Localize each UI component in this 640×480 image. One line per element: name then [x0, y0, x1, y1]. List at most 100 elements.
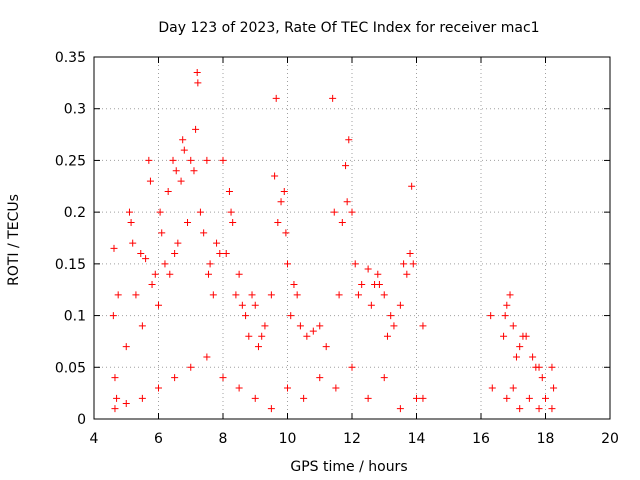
data-point — [145, 156, 153, 164]
data-point — [122, 399, 130, 407]
chart-title: Day 123 of 2023, Rate Of TEC Index for r… — [158, 20, 539, 36]
data-point — [206, 260, 214, 268]
data-point — [235, 384, 243, 392]
data-point — [251, 301, 259, 309]
data-point — [512, 353, 520, 361]
data-point — [529, 353, 537, 361]
data-point — [396, 301, 404, 309]
data-point — [194, 79, 202, 87]
data-point — [351, 260, 359, 268]
data-point — [187, 363, 195, 371]
data-point — [166, 270, 174, 278]
data-point — [380, 291, 388, 299]
y-tick-label: 0.05 — [55, 360, 86, 376]
data-point — [277, 198, 285, 206]
data-point — [203, 156, 211, 164]
x-tick-label: 18 — [537, 431, 555, 447]
y-tick-label: 0 — [77, 412, 86, 428]
data-point — [501, 312, 509, 320]
x-tick-label: 8 — [219, 431, 228, 447]
data-point — [335, 291, 343, 299]
data-point — [332, 384, 340, 392]
data-point — [550, 384, 558, 392]
x-tick-label: 16 — [472, 431, 490, 447]
data-point — [516, 343, 524, 351]
data-point — [109, 312, 117, 320]
data-point — [111, 405, 119, 413]
data-point — [171, 374, 179, 382]
x-tick-label: 10 — [279, 431, 297, 447]
data-point — [329, 94, 337, 102]
data-point — [338, 218, 346, 226]
data-point — [196, 208, 204, 216]
y-tick-label: 0.25 — [55, 153, 86, 169]
data-point — [419, 394, 427, 402]
data-point — [343, 198, 351, 206]
data-point — [364, 265, 372, 273]
data-point — [174, 239, 182, 247]
data-point — [400, 260, 408, 268]
data-point — [179, 136, 187, 144]
data-point — [219, 156, 227, 164]
data-point — [287, 312, 295, 320]
y-tick-label: 0.2 — [64, 205, 86, 221]
data-point — [542, 394, 549, 402]
data-point — [383, 332, 391, 340]
data-point — [503, 394, 511, 402]
data-point — [284, 384, 291, 392]
data-point — [137, 250, 145, 258]
data-point — [222, 250, 230, 258]
data-point — [171, 250, 179, 258]
data-point — [316, 322, 324, 330]
data-point — [284, 260, 291, 268]
x-axis-label: GPS time / hours — [290, 459, 407, 475]
data-point — [114, 291, 122, 299]
x-axis-ticks: 4 6 8 10 12 14 16 18 20 — [90, 57, 619, 447]
data-point — [348, 363, 356, 371]
data-point — [242, 312, 250, 320]
data-point — [127, 218, 135, 226]
data-point — [216, 250, 224, 258]
data-point — [375, 281, 383, 289]
data-point — [113, 394, 121, 402]
data-point — [148, 281, 156, 289]
data-point — [316, 374, 324, 382]
data-point — [200, 229, 208, 237]
data-point — [271, 172, 279, 180]
y-tick-label: 0.15 — [55, 257, 86, 273]
data-point — [184, 218, 192, 226]
data-point — [164, 187, 172, 195]
data-point — [227, 208, 235, 216]
x-tick-label: 4 — [90, 431, 99, 447]
data-point — [419, 322, 427, 330]
data-point — [535, 405, 543, 413]
data-point — [245, 332, 253, 340]
data-point — [172, 167, 180, 175]
data-point — [142, 255, 150, 263]
data-point — [193, 69, 201, 77]
data-point — [129, 239, 137, 247]
x-tick-label: 6 — [154, 431, 163, 447]
y-axis-label: ROTI / TECUs — [6, 194, 22, 286]
x-tick-label: 20 — [601, 431, 619, 447]
x-tick-label: 14 — [408, 431, 426, 447]
data-point — [225, 187, 233, 195]
data-point — [535, 363, 543, 371]
data-point — [548, 363, 556, 371]
grid-lines — [94, 57, 610, 419]
data-point — [406, 250, 414, 258]
data-point — [204, 270, 212, 278]
data-point — [354, 291, 362, 299]
data-point — [138, 394, 146, 402]
data-point — [408, 182, 416, 190]
data-point — [235, 270, 243, 278]
data-point — [122, 343, 130, 351]
data-point — [125, 208, 133, 216]
data-point — [155, 301, 162, 309]
data-point — [209, 291, 217, 299]
data-point — [261, 322, 269, 330]
data-point — [487, 312, 495, 320]
data-point — [506, 291, 514, 299]
